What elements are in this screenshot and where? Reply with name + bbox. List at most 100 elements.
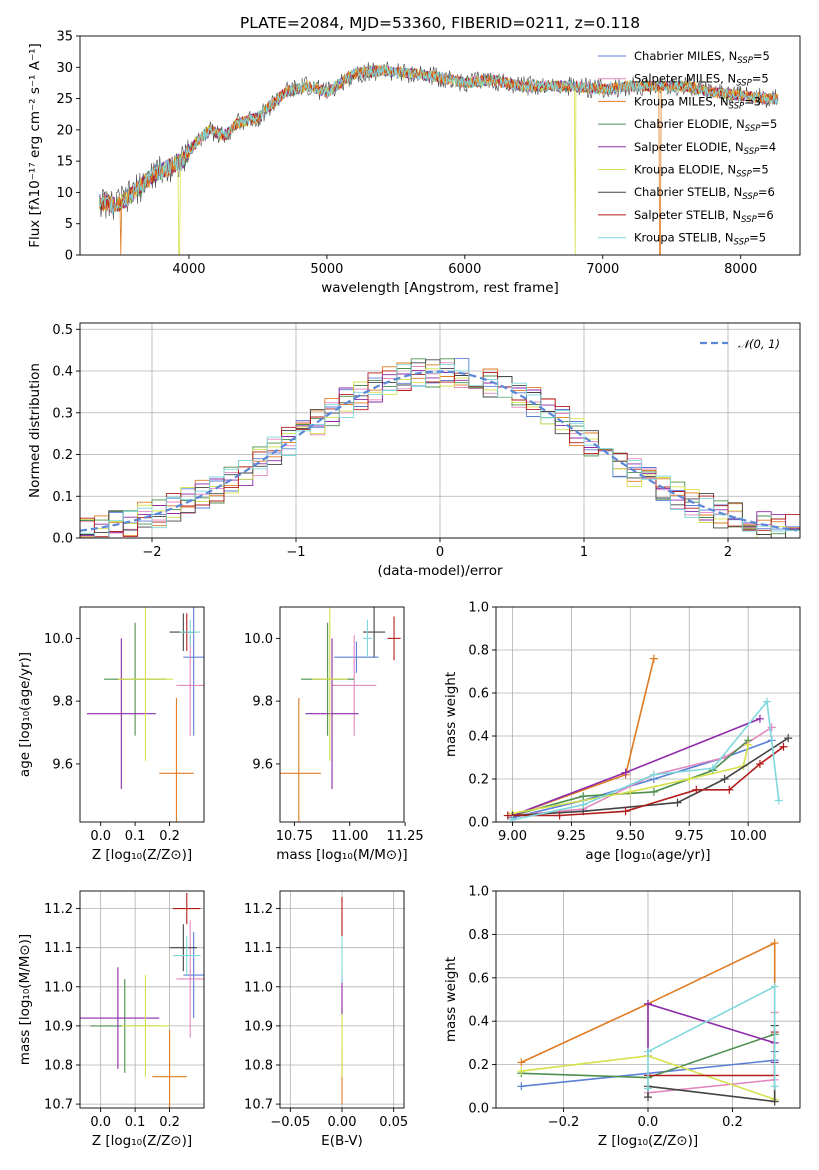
weight-point	[649, 770, 658, 779]
x-tick-label: 0.0	[90, 1115, 111, 1130]
y-tick-label: 0.8	[468, 644, 489, 659]
legend-label: Chabrier MILES, NSSP=5	[634, 49, 770, 66]
legend-label: Kroupa ELODIE, NSSP=5	[634, 163, 769, 180]
y-tick-label: 1.0	[468, 885, 489, 900]
weight-point	[744, 740, 753, 749]
histogram-8	[80, 363, 800, 538]
weight-point	[673, 798, 682, 807]
age_vs_Z-panel: 0.0 0.1 0.2 9.6 9.8 10.0 Z [log₁₀(Z/Z⊙)] age [l…	[17, 606, 205, 863]
chart-title: PLATE=2084, MJD=53360, FIBERID=0211, z=0…	[240, 14, 640, 32]
weight-point	[644, 1093, 652, 1102]
y-tick-label: 11.1	[244, 941, 273, 956]
mass_vs_Z-frame	[79, 890, 205, 1109]
y-tick-label: 10.8	[244, 1058, 273, 1073]
weight-point	[579, 792, 588, 801]
residuals-plot-area	[80, 358, 800, 538]
y-tick-label: 0.2	[468, 1058, 489, 1073]
weight-point	[685, 775, 694, 783]
x-tick-label: 6000	[448, 262, 481, 277]
weight-point	[774, 796, 783, 805]
weight-point	[725, 785, 734, 794]
x-tick-label: 5000	[310, 262, 343, 277]
x-tick-label: 0.1	[125, 829, 146, 844]
x-tick-label: 9.75	[675, 829, 704, 844]
x-tick-label: 0.2	[159, 829, 180, 844]
x-tick-label: 7000	[586, 262, 619, 277]
y-tick-label: 0.0	[468, 1102, 489, 1117]
x-axis-label: Z [log₁₀(Z/Z⊙)]	[92, 1133, 192, 1149]
weight-point	[621, 768, 630, 777]
y-tick-label: 11.1	[44, 941, 73, 956]
x-tick-label: −0.05	[270, 1115, 310, 1130]
x-tick-label: 0	[436, 545, 444, 560]
x-axis-label: age [log₁₀(age/yr)]	[585, 847, 710, 863]
y-tick-label: 5	[65, 217, 73, 232]
x-tick-label: −1	[286, 545, 305, 560]
x-tick-label: 0.00	[328, 1115, 357, 1130]
y-tick-label: 9.8	[52, 695, 73, 710]
y-tick-label: 0.3	[52, 406, 73, 421]
x-axis-label: E(B-V)	[321, 1133, 363, 1149]
y-tick-label: 10	[56, 186, 73, 201]
weight-point	[579, 800, 588, 809]
y-tick-label: 10.7	[244, 1098, 273, 1113]
weight-line-4	[647, 1002, 776, 1063]
weight-point	[692, 785, 701, 794]
x-tick-label: 4000	[172, 262, 205, 277]
weight-point	[755, 714, 764, 723]
legend-label: Salpeter STELIB, NSSP=6	[634, 208, 774, 225]
weight-point	[644, 1084, 652, 1093]
age_vs_mass-plot-area	[280, 607, 401, 822]
weight-point	[784, 734, 793, 743]
x-tick-label: 10.75	[276, 829, 313, 844]
weight_vs_Z-panel: −0.2 0.0 0.2 0.0 0.2 0.4 0.6 0.8 1.0 Z [log₁₀(Z/Z…	[443, 885, 801, 1149]
y-axis-label: age [log₁₀(age/yr)]	[17, 652, 33, 777]
age_vs_Z-plot-area	[86, 607, 204, 822]
y-tick-label: 0.5	[52, 323, 73, 338]
weight-point	[755, 759, 764, 768]
gaussian-curve	[80, 370, 798, 532]
weight-line-1	[647, 1012, 776, 1094]
weight-point	[779, 742, 788, 751]
x-tick-label: 10.00	[730, 829, 767, 844]
x-axis-label: wavelength [Angstrom, rest frame]	[321, 280, 559, 296]
x-tick-label: 9.00	[498, 829, 527, 844]
spectrum-panel: 4000 5000 6000 7000 8000 0 5 10 15 20 25 30 35 wavele…	[27, 14, 801, 296]
weight-point	[621, 807, 630, 816]
y-tick-label: 10.9	[44, 1019, 73, 1034]
y-axis-label: mass [log₁₀(M/M⊙)]	[17, 934, 33, 1065]
y-tick-label: 11.2	[44, 902, 73, 917]
y-tick-label: 11.0	[244, 980, 273, 995]
weight_vs_age-panel: 9.00 9.25 9.50 9.75 10.00 0.0 0.2 0.4 0.6 0.8 1.0 a…	[443, 601, 801, 863]
x-tick-label: 9.50	[616, 829, 645, 844]
spectrum-frame	[79, 35, 801, 256]
y-tick-label: 0.0	[52, 532, 73, 547]
weight_vs_Z-plot-area	[517, 939, 779, 1106]
age_vs_mass-panel: 10.75 11.00 11.25 9.6 9.8 10.0 mass [log₁₀(M/M…	[244, 606, 424, 863]
histogram-7	[80, 370, 800, 538]
weight-point	[649, 654, 658, 663]
weight_vs_age-plot-area	[503, 654, 793, 822]
x-tick-label: 0.2	[722, 1115, 743, 1130]
y-tick-label: 30	[56, 61, 73, 76]
x-tick-label: −0.2	[548, 1115, 580, 1130]
y-tick-label: 15	[56, 155, 73, 170]
x-tick-label: 0.1	[125, 1115, 146, 1130]
weight-point	[503, 811, 512, 820]
y-tick-label: 0.2	[52, 448, 73, 463]
y-axis-label: Flux [fλ10⁻¹⁷ erg cm⁻² s⁻¹ A⁻¹]	[27, 43, 43, 248]
weight-point	[770, 1097, 779, 1106]
x-tick-label: 0.2	[159, 1115, 180, 1130]
y-tick-label: 10.7	[44, 1098, 73, 1113]
y-tick-label: 0.2	[468, 773, 489, 788]
y-tick-label: 10.8	[44, 1058, 73, 1073]
x-tick-label: 0.0	[90, 829, 111, 844]
x-tick-label: −2	[142, 545, 161, 560]
y-tick-label: 0	[65, 249, 73, 264]
x-tick-label: 11.00	[331, 829, 368, 844]
legend-label: Salpeter MILES, NSSP=5	[634, 72, 769, 89]
weight-point	[770, 939, 779, 948]
weight-point	[767, 723, 776, 732]
y-tick-label: 9.6	[252, 757, 273, 772]
